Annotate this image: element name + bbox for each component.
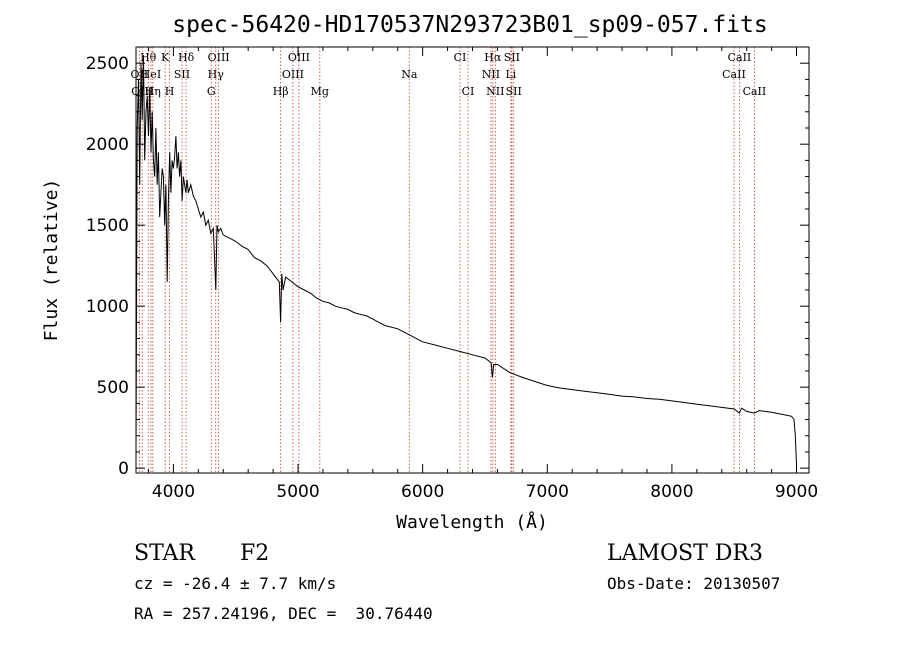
survey-label: LAMOST DR3 [607, 541, 763, 566]
line-marker-label: CaII [743, 85, 767, 98]
line-marker-label: NII [486, 85, 504, 98]
line-marker-label: G [207, 85, 216, 98]
x-tick-label: 4000 [152, 482, 195, 502]
y-tick-label: 2000 [86, 135, 129, 155]
x-tick-label: 9000 [775, 482, 818, 502]
line-marker-label: Li [505, 68, 516, 81]
x-tick-label: 5000 [276, 482, 319, 502]
line-marker-label: Mg [311, 85, 329, 98]
coordinates-text: RA = 257.24196, DEC = 30.76440 [134, 604, 433, 623]
y-tick-label: 2500 [86, 54, 129, 74]
x-tick-label: 7000 [526, 482, 569, 502]
x-axis-label: Wavelength (Å) [396, 511, 548, 533]
line-marker-label: CaII [728, 51, 752, 64]
y-tick-label: 0 [118, 459, 129, 479]
line-marker-label: Na [401, 68, 418, 81]
object-subclass: F2 [240, 541, 269, 566]
line-marker-label: OIII [282, 68, 304, 81]
line-marker-label: OIII [131, 85, 153, 98]
line-marker-label: K [161, 51, 170, 64]
line-marker-label: Hγ [208, 68, 225, 81]
redshift-text: cz = -26.4 ± 7.7 km/s [134, 574, 336, 593]
line-marker-label: SII [506, 85, 522, 98]
line-marker-label: SII [174, 68, 190, 81]
x-axis: 4000 5000 6000 7000 8000 9000 [147, 47, 818, 502]
line-marker-label: CaII [722, 68, 746, 81]
y-tick-label: 1500 [86, 216, 129, 236]
object-class: STAR [134, 541, 196, 566]
obs-date-text: Obs-Date: 20130507 [607, 574, 780, 593]
x-tick-label: 8000 [650, 482, 693, 502]
y-axis-label: Flux (relative) [41, 179, 62, 342]
line-marker-label: HeI [141, 68, 161, 81]
y-axis: 0 500 1000 1500 2000 2500 [86, 54, 809, 479]
line-marker-label: Hη [145, 85, 161, 98]
line-marker-label: Hβ [273, 85, 289, 98]
line-marker-label: Hα [484, 51, 502, 64]
line-marker-label: OIII [208, 51, 230, 64]
line-marker-label: CI [454, 51, 467, 64]
flux-series-line [135, 55, 797, 465]
x-tick-label: 6000 [401, 482, 444, 502]
line-marker-label: OIII [288, 51, 310, 64]
plot-frame [135, 46, 810, 474]
line-marker-label: H [165, 85, 175, 98]
line-marker-label: SII [504, 51, 520, 64]
y-tick-label: 1000 [86, 297, 129, 317]
line-marker-label: Hδ [178, 51, 195, 64]
line-marker-label: NII [482, 68, 500, 81]
chart-title: spec-56420-HD170537N293723B01_sp09-057.f… [172, 12, 767, 38]
y-tick-label: 500 [97, 378, 129, 398]
line-marker-label: CI [462, 85, 475, 98]
